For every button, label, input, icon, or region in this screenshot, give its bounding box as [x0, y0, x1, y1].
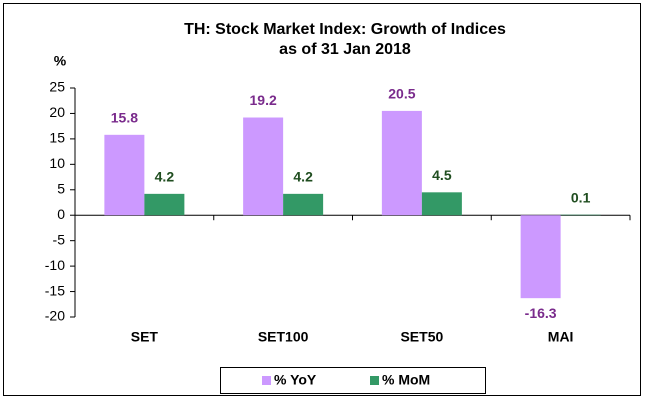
x-tick-label: SET — [131, 329, 159, 345]
legend-swatch — [262, 376, 271, 385]
y-tick-label: 5 — [57, 180, 65, 196]
legend-swatch — [370, 376, 379, 385]
bar — [104, 134, 145, 216]
y-tick-label: 25 — [49, 79, 65, 95]
bar — [381, 110, 422, 216]
y-tick-label: -10 — [45, 257, 65, 273]
y-tick-label: -15 — [45, 282, 65, 298]
y-tick-label: -5 — [53, 231, 66, 247]
bar — [243, 117, 284, 216]
bar — [144, 193, 185, 216]
data-label: 15.8 — [111, 110, 138, 126]
x-tick-label: SET50 — [400, 329, 443, 345]
y-tick-label: 10 — [49, 155, 65, 171]
y-axis-label: % — [54, 53, 67, 69]
bar — [560, 214, 601, 216]
bar — [283, 193, 324, 216]
data-label: 4.2 — [155, 169, 175, 185]
y-tick-label: 20 — [49, 104, 65, 120]
chart-title: as of 31 Jan 2018 — [279, 41, 411, 58]
data-label: 20.5 — [388, 86, 415, 102]
y-tick-label: 0 — [57, 206, 65, 222]
data-label: 19.2 — [250, 92, 277, 108]
data-label: 4.5 — [432, 167, 452, 183]
bar — [520, 215, 561, 299]
bar — [421, 192, 462, 216]
legend-box — [220, 367, 486, 394]
data-label: 4.2 — [293, 169, 313, 185]
y-tick-label: -20 — [45, 308, 65, 324]
data-label: -16.3 — [525, 305, 557, 321]
legend-label: % MoM — [382, 372, 430, 388]
chart-title: TH: Stock Market Index: Growth of Indice… — [184, 21, 506, 38]
x-tick-label: MAI — [548, 329, 574, 345]
data-label: 0.1 — [571, 189, 591, 205]
legend-label: % YoY — [274, 372, 317, 388]
y-tick-label: 15 — [49, 130, 65, 146]
x-tick-label: SET100 — [258, 329, 309, 345]
